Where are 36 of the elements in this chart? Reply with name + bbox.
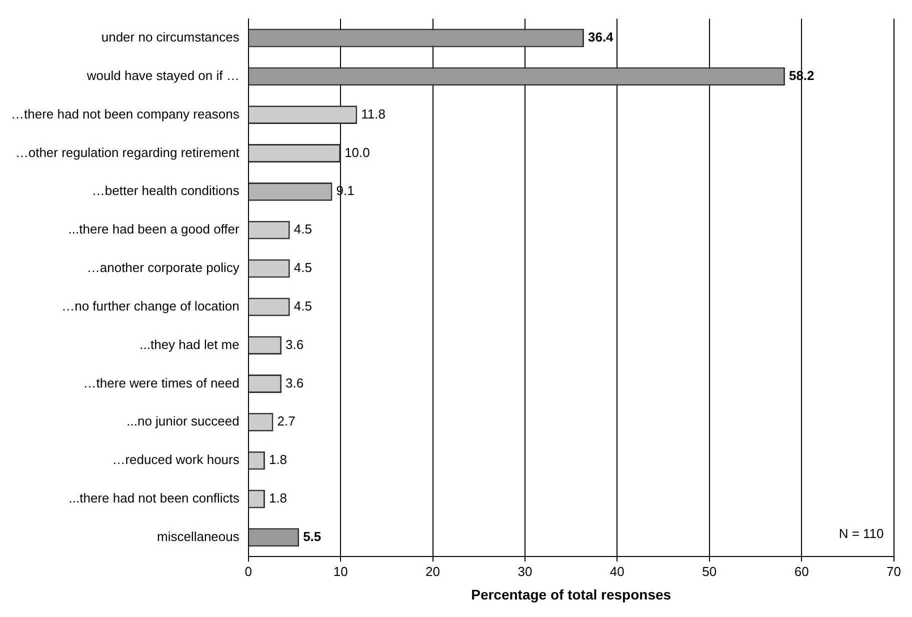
y-tick-label: ...no junior succeed [126,414,240,429]
data-label: 10.0 [344,144,370,160]
y-tick-label: …better health conditions [92,183,240,198]
y-tick-label: under no circumstances [101,30,240,45]
x-tick-label: 40 [610,564,624,579]
data-label: 4.5 [294,260,312,276]
data-label: 4.5 [294,222,312,237]
x-tick-label: 10 [333,564,348,579]
y-tick-label: would have stayed on if … [86,68,240,83]
y-tick-label: …no further change of location [62,298,240,314]
x-tick-label: 30 [518,564,532,579]
x-tick-label: 60 [794,564,809,579]
data-label: 1.8 [268,490,288,506]
x-axis-title: Percentage of total responses [471,586,672,602]
y-tick-label: …reduced work hours [112,452,240,468]
data-label: 3.6 [286,336,304,352]
annotation: N = 110 [838,526,884,542]
y-tick-label: …there were times of need [83,375,240,390]
x-tick-label: 20 [426,564,440,579]
data-label: 3.6 [286,375,304,390]
y-tick-label: miscellaneous [156,528,240,544]
y-tick-label: …other regulation regarding retirement [15,144,240,160]
data-label: 36.4 [588,30,614,45]
y-tick-label: ...they had let me [140,336,240,352]
y-tick-label: …another corporate policy [86,260,240,276]
data-label: 5.5 [303,528,322,544]
data-label: 4.5 [294,298,312,314]
y-tick-label: …there had not been company reasons [10,106,240,122]
x-tick-label: 70 [886,564,902,579]
x-tick-label: 0 [244,564,252,579]
data-label: 2.7 [277,414,296,429]
data-label: 11.8 [361,106,386,122]
x-tick-label: 50 [702,564,717,579]
data-label: 1.8 [268,452,288,468]
y-tick-label: ...there had been a good offer [68,222,240,237]
y-tick-label: ...there had not been conflicts [68,490,240,506]
